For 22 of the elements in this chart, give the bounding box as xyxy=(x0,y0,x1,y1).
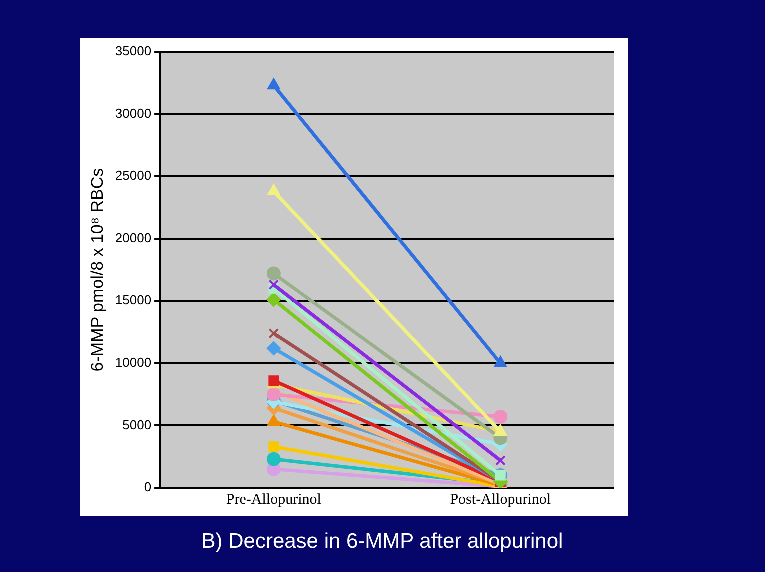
point xyxy=(266,266,281,281)
y-tick-label: 10000 xyxy=(115,355,152,370)
y-tick-label: 5000 xyxy=(122,417,152,432)
y-tick-label: 35000 xyxy=(115,44,152,59)
y-tick-label: 25000 xyxy=(115,168,152,184)
point xyxy=(266,292,281,307)
y-tick-label: 15000 xyxy=(115,292,152,308)
point xyxy=(266,388,281,402)
y-tick-label: 20000 xyxy=(115,230,152,246)
point xyxy=(495,455,506,466)
point xyxy=(268,442,280,452)
y-tick-label: 30000 xyxy=(115,106,152,121)
x-tick-label: Pre-Allopurinol xyxy=(226,492,322,508)
y-axis-title: 6-MMP pmol/8 x 10⁸ RBCs xyxy=(88,168,107,372)
point xyxy=(266,341,281,356)
point xyxy=(266,452,281,466)
point xyxy=(268,280,280,290)
point xyxy=(268,328,280,339)
text: B) Decrease in 6-MMP after allopurinol xyxy=(200,530,564,554)
y-tick-label: 0 xyxy=(144,480,152,495)
point xyxy=(494,410,508,424)
x-tick-label: Post-Allopurinol xyxy=(450,492,552,508)
